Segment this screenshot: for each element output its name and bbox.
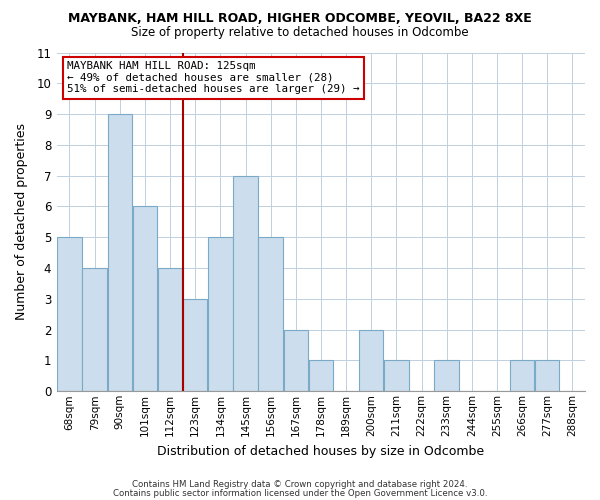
Bar: [208, 238, 233, 392]
Bar: [82, 268, 107, 392]
Text: MAYBANK HAM HILL ROAD: 125sqm
← 49% of detached houses are smaller (28)
51% of s: MAYBANK HAM HILL ROAD: 125sqm ← 49% of d…: [67, 61, 360, 94]
Text: Size of property relative to detached houses in Odcombe: Size of property relative to detached ho…: [131, 26, 469, 39]
Bar: [535, 360, 559, 392]
Bar: [284, 330, 308, 392]
Bar: [133, 206, 157, 392]
Bar: [233, 176, 257, 392]
Bar: [107, 114, 132, 392]
Bar: [434, 360, 459, 392]
Text: Contains public sector information licensed under the Open Government Licence v3: Contains public sector information licen…: [113, 488, 487, 498]
Bar: [259, 238, 283, 392]
Text: Contains HM Land Registry data © Crown copyright and database right 2024.: Contains HM Land Registry data © Crown c…: [132, 480, 468, 489]
Bar: [57, 238, 82, 392]
Bar: [309, 360, 333, 392]
Bar: [510, 360, 535, 392]
Bar: [384, 360, 409, 392]
Bar: [158, 268, 182, 392]
Bar: [183, 299, 208, 392]
X-axis label: Distribution of detached houses by size in Odcombe: Distribution of detached houses by size …: [157, 444, 485, 458]
Bar: [359, 330, 383, 392]
Y-axis label: Number of detached properties: Number of detached properties: [15, 124, 28, 320]
Text: MAYBANK, HAM HILL ROAD, HIGHER ODCOMBE, YEOVIL, BA22 8XE: MAYBANK, HAM HILL ROAD, HIGHER ODCOMBE, …: [68, 12, 532, 26]
